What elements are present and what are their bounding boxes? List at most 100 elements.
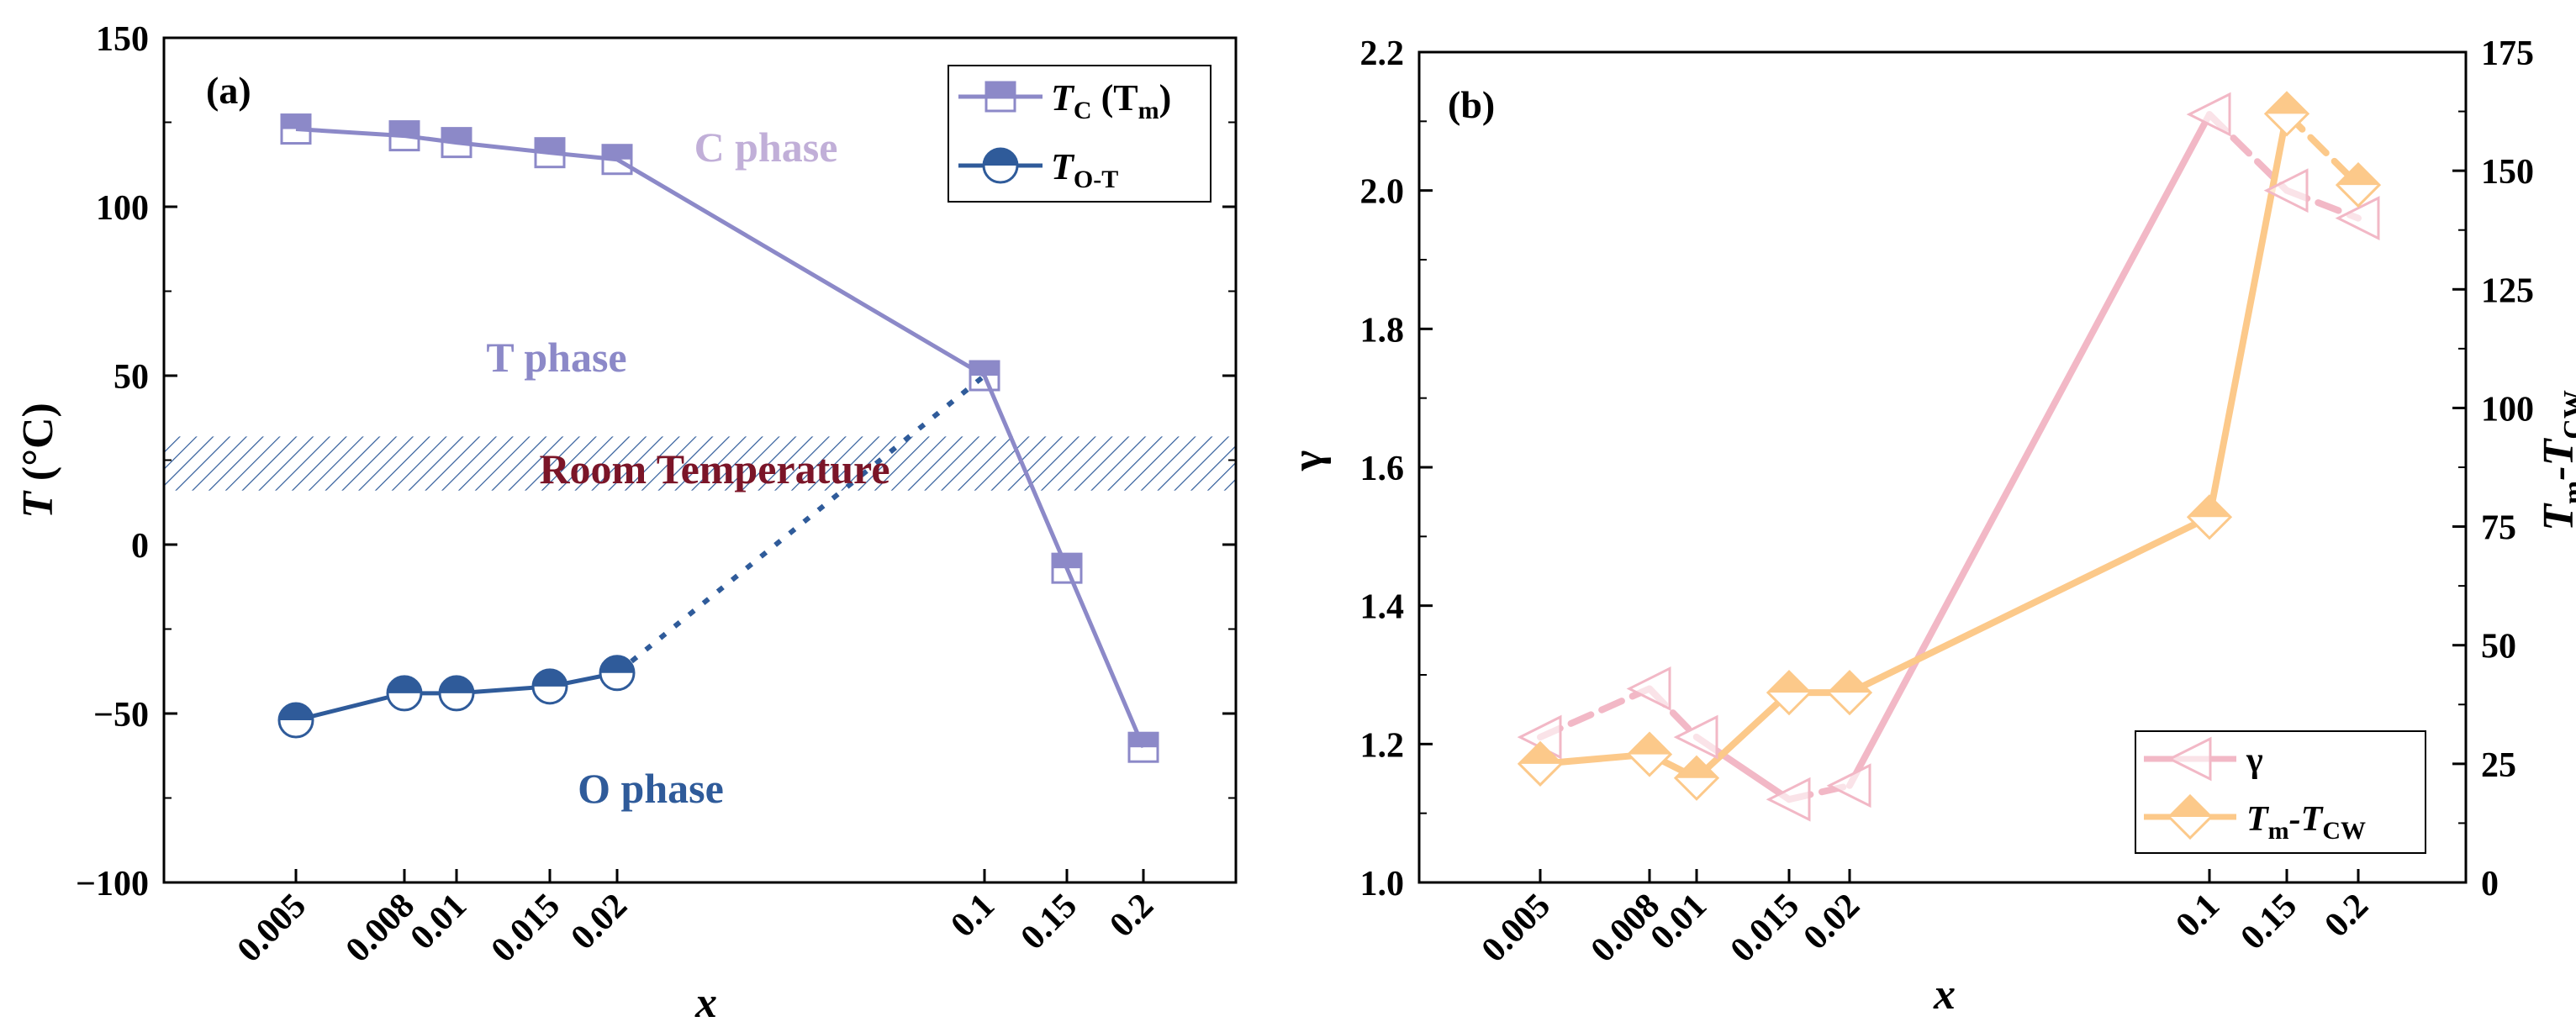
y-tick-label: 150 [96, 20, 149, 59]
tc-point [534, 137, 566, 169]
y-right-tick-label: 125 [2481, 271, 2534, 310]
tc-point [601, 144, 633, 176]
tm-series-segment [1846, 514, 2213, 697]
room-temperature-band [164, 436, 1236, 491]
x-tick-label: 0.15 [2234, 887, 2304, 957]
y-tick-label: −50 [93, 696, 149, 735]
x-tick-label: 0.01 [1644, 887, 1714, 957]
gamma-point [2186, 92, 2231, 137]
y-right-tick-label: 50 [2481, 628, 2516, 666]
y-left-tick-label: 2.2 [1360, 34, 1405, 73]
room-temperature-label: Room Temperature [539, 445, 889, 492]
legend-tm-symbol [2167, 793, 2214, 840]
y-right-tick-label: 0 [2481, 865, 2499, 903]
legend-tm-marker [2167, 793, 2214, 840]
tc-series-line [295, 127, 1146, 749]
tm-point [2263, 91, 2310, 137]
tm-point [1626, 731, 1673, 777]
tm-point [2186, 494, 2233, 540]
x-tick-label: 0.015 [484, 887, 567, 970]
panel-b-frame [1417, 50, 2468, 884]
y-label-unit: (°C) [14, 403, 62, 492]
y-tick-label: 100 [96, 189, 149, 228]
y-right-tick-label: 175 [2481, 34, 2534, 73]
tm-series-segment [1693, 689, 1792, 782]
panel-b-markers [1517, 91, 2382, 822]
x-tick-label: 0.02 [564, 887, 635, 957]
y-left-tick-label: 1.4 [1360, 588, 1405, 627]
legend-gamma-symbol [2167, 736, 2212, 782]
panel-b-legend: γ Tm-TCW [2135, 730, 2426, 854]
tc-point [441, 127, 472, 159]
tm-point [1673, 755, 1720, 801]
t-phase-label: T phase [486, 334, 626, 381]
panel-b-left-y-axis-label: γ [1284, 450, 1332, 471]
gamma-point [1766, 777, 1811, 822]
tot-point [599, 655, 636, 692]
gamma-point [1626, 666, 1671, 711]
panel-b-label: (b) [1448, 83, 1495, 126]
x-tick-label: 0.2 [2317, 887, 2376, 945]
tot-point [438, 675, 475, 712]
legend-gamma-label: γ [2246, 741, 2263, 780]
tot-point [277, 702, 314, 739]
y-right-tick-label: 75 [2481, 509, 2516, 548]
x-tick-label: 0.1 [2168, 887, 2227, 945]
panel-a-markers [277, 113, 1159, 763]
y-left-tick-label: 1.0 [1360, 865, 1405, 903]
legend-tc-label: TC (Tm) [1051, 77, 1171, 124]
tm-series-segment [2283, 110, 2362, 189]
x-tick-label: 0.15 [1014, 887, 1085, 957]
c-phase-label: C phase [694, 124, 838, 171]
legend-tc-symbol [984, 81, 1016, 113]
panel-a-label: (a) [206, 69, 251, 112]
tm-point [2335, 161, 2382, 208]
y-tick-label: 0 [131, 527, 149, 566]
tm-point [1766, 670, 1813, 716]
x-tick-label: 0.02 [1797, 887, 1867, 957]
tot-point [531, 668, 568, 705]
gamma-series-segment [1846, 111, 2213, 789]
x-tick-label: 0.015 [1723, 887, 1807, 970]
gamma-point [2263, 168, 2309, 213]
tm-point [1517, 740, 1564, 787]
y-tick-label: −100 [76, 865, 149, 903]
y-right-tick-label: 25 [2481, 746, 2516, 785]
y-right-tick-label: 100 [2481, 390, 2534, 429]
legend-tot-label: TO-T [1051, 146, 1118, 193]
gamma-point [1673, 714, 1718, 760]
legend-tc-marker [984, 81, 1016, 113]
legend-tot-marker [982, 147, 1019, 184]
tm-point [1826, 670, 1873, 716]
y-left-tick-label: 2.0 [1360, 173, 1405, 212]
legend-gamma-marker [2167, 736, 2212, 782]
tc-point [969, 360, 1000, 392]
y-left-tick-label: 1.8 [1360, 311, 1405, 350]
panel-b-right-y-axis-label: Tm-TCW [2535, 390, 2576, 531]
o-phase-label: O phase [578, 765, 724, 812]
panel-a-y-axis-label: T (°C) [14, 403, 62, 519]
tot-dotted-extension [615, 373, 986, 676]
y-tick-label: 50 [113, 358, 149, 397]
y-label-var: T [14, 490, 62, 519]
tot-point [386, 675, 423, 712]
y-left-tick-label: 1.2 [1360, 726, 1405, 765]
legend-tot-symbol [982, 147, 1019, 184]
tc-point [280, 113, 312, 145]
x-tick-label: 0.01 [404, 887, 474, 957]
tc-point [388, 120, 420, 152]
panel-a-frame [162, 36, 1238, 884]
tm-series-segment [2206, 110, 2290, 521]
legend-tm-label: Tm-TCW [2246, 800, 2366, 845]
tc-point [1127, 731, 1159, 763]
gamma-point [1826, 763, 1871, 808]
panel-a-y-tick-labels: 150 100 50 0 −50 −100 [76, 20, 149, 903]
panel-a-x-axis-label: x [694, 979, 717, 1027]
panel-a-legend: TC (Tm) TO-T [948, 65, 1211, 203]
x-tick-label: 0.005 [230, 887, 314, 970]
